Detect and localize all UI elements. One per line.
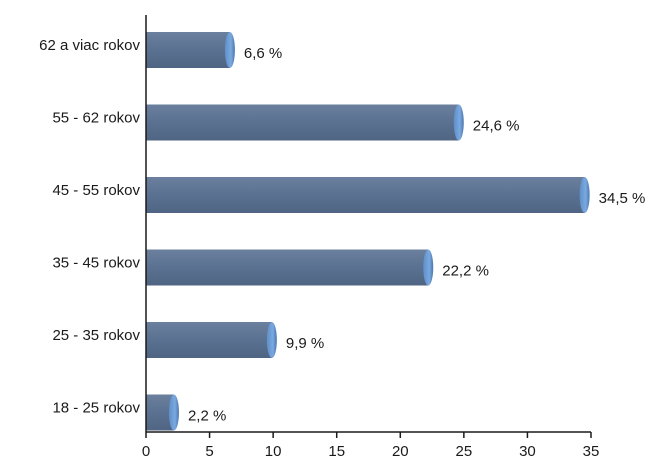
bar-45-55-rokov [146, 177, 585, 213]
value-label-45-55-rokov: 34,5 % [599, 190, 646, 207]
category-label-45-55-rokov: 45 - 55 rokov [52, 182, 140, 199]
category-label-25-35-rokov: 25 - 35 rokov [52, 327, 140, 344]
x-tick-label-30: 30 [519, 443, 536, 460]
value-label-55-62-rokov: 24,6 % [473, 117, 520, 134]
value-label-62-a-viac-rokov: 6,6 % [244, 45, 282, 62]
bar-cap-55-62-rokov [453, 104, 464, 141]
bar-cap-45-55-rokov [579, 177, 590, 213]
bar-55-62-rokov [146, 104, 459, 141]
x-tick-label-0: 0 [142, 443, 150, 460]
x-tick-label-15: 15 [328, 443, 345, 460]
x-tick-label-25: 25 [456, 443, 473, 460]
category-label-55-62-rokov: 55 - 62 rokov [52, 109, 140, 126]
x-tick-label-5: 5 [205, 443, 213, 460]
x-tick-label-20: 20 [392, 443, 409, 460]
axes-group: 62 a viac rokov 6,6 % 55 - 62 rokov 24,6 % 4… [39, 15, 645, 460]
bars-group [146, 32, 590, 431]
bar-cap-18-25-rokov [168, 394, 179, 431]
bar-cap-62-a-viac-rokov [224, 32, 235, 68]
value-label-35-45-rokov: 22,2 % [442, 262, 489, 279]
bar-25-35-rokov [146, 322, 272, 358]
value-label-25-35-rokov: 9,9 % [286, 335, 324, 352]
category-label-35-45-rokov: 35 - 45 rokov [52, 254, 140, 271]
bar-62-a-viac-rokov [146, 32, 230, 68]
category-label-62-a-viac-rokov: 62 a viac rokov [39, 37, 140, 54]
x-tick-label-35: 35 [583, 443, 600, 460]
bar-35-45-rokov [146, 249, 429, 286]
bar-cap-35-45-rokov [423, 249, 434, 286]
value-label-18-25-rokov: 2,2 % [188, 407, 226, 424]
bar-cap-25-35-rokov [266, 322, 277, 358]
category-label-18-25-rokov: 18 - 25 rokov [52, 399, 140, 416]
x-tick-label-10: 10 [265, 443, 282, 460]
